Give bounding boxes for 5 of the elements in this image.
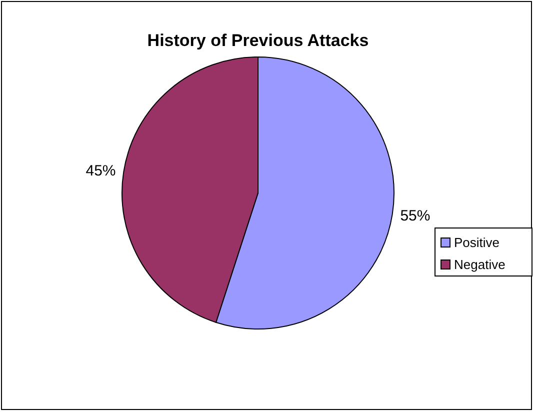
chart-title: History of Previous Attacks [147, 31, 369, 50]
data-label: 45% [86, 162, 116, 180]
data-label: 55% [400, 208, 430, 225]
legend-label: Positive [454, 235, 500, 250]
legend-label: Negative [454, 257, 506, 272]
